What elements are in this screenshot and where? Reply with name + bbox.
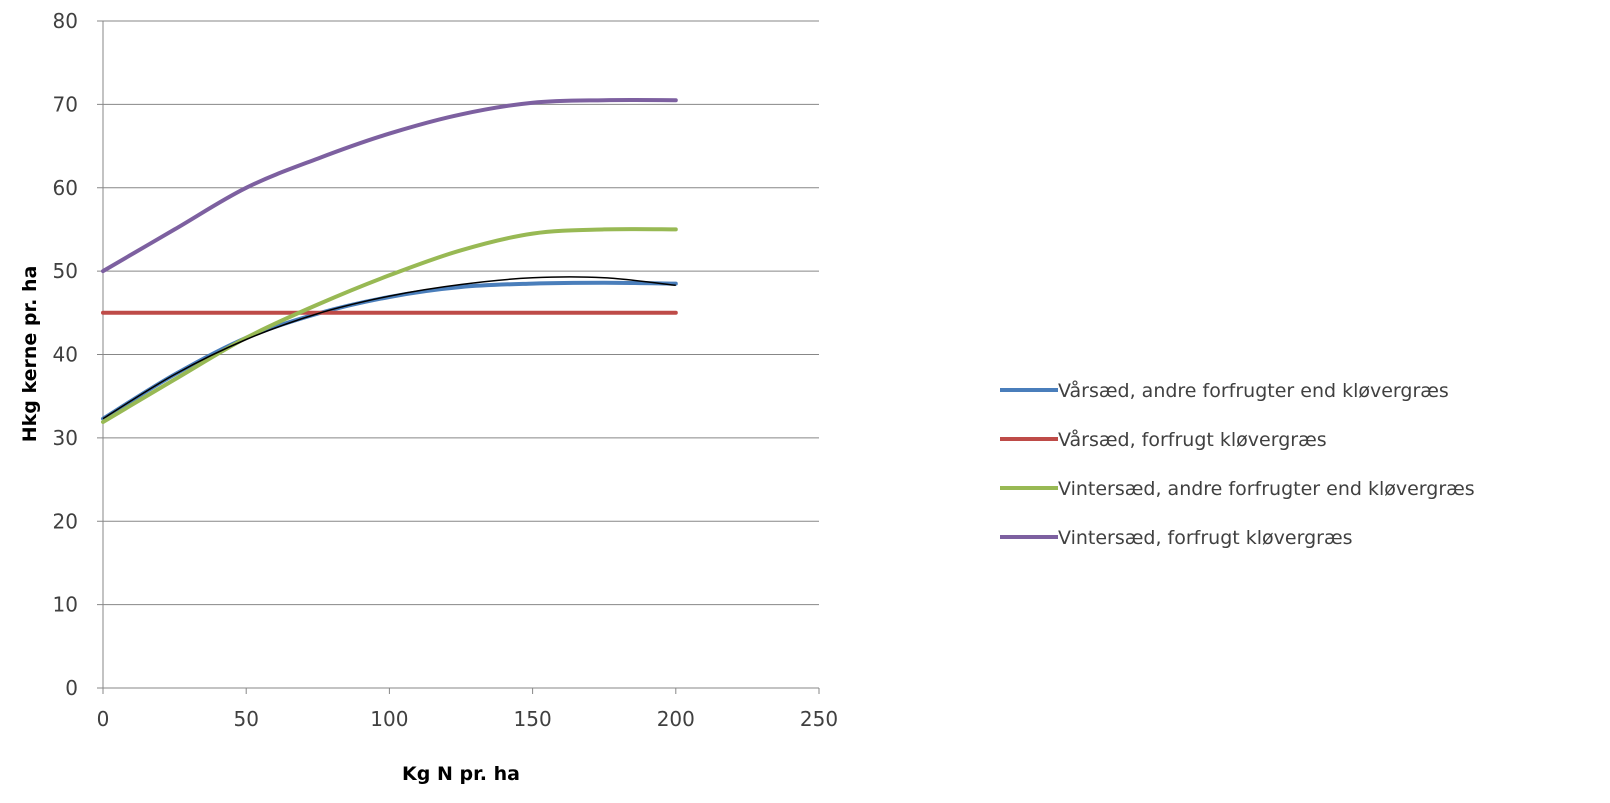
y-tick-label: 70: [53, 92, 78, 116]
x-tick-label: 100: [370, 707, 408, 731]
x-axis-title: Kg N pr. ha: [402, 763, 520, 785]
legend-label: Vårsæd, forfrugt kløvergræs: [1058, 428, 1327, 451]
y-tick-label: 60: [53, 176, 78, 200]
x-tick-label: 0: [97, 707, 110, 731]
y-tick-labels: 0 10 20 30 40 50 60 70 80: [53, 9, 78, 700]
overlay-curve: [102, 276, 676, 420]
y-tick-label: 0: [65, 676, 78, 700]
legend-label: Vårsæd, andre forfrugter end kløvergræs: [1058, 379, 1449, 402]
legend-label: Vintersæd, andre forfrugter end kløvergr…: [1058, 478, 1475, 500]
series-line-3: [101, 227, 678, 424]
series-lines: [101, 98, 678, 424]
x-tick-label: 250: [800, 707, 838, 731]
x-tick-label: 200: [657, 707, 695, 731]
y-tick-label: 30: [53, 426, 78, 450]
x-tick-label: 150: [514, 707, 552, 731]
legend: Vårsæd, andre forfrugter end kløvergræs V…: [1000, 379, 1475, 549]
x-tick-label: 50: [233, 707, 258, 731]
grid-lines: [103, 20, 819, 606]
x-tick-labels: 0 50 100 150 200 250: [97, 707, 838, 731]
series-line-4: [101, 98, 678, 274]
y-tick-label: 40: [53, 343, 78, 367]
series-line-1: [101, 280, 678, 421]
legend-label: Vintersæd, forfrugt kløvergræs: [1058, 527, 1353, 549]
y-tick-label: 10: [53, 593, 78, 617]
y-tick-label: 50: [53, 259, 78, 283]
y-axis-title: Hkg kerne pr. ha: [19, 266, 41, 443]
y-tick-label: 20: [53, 509, 78, 533]
y-tick-label: 80: [53, 9, 78, 33]
